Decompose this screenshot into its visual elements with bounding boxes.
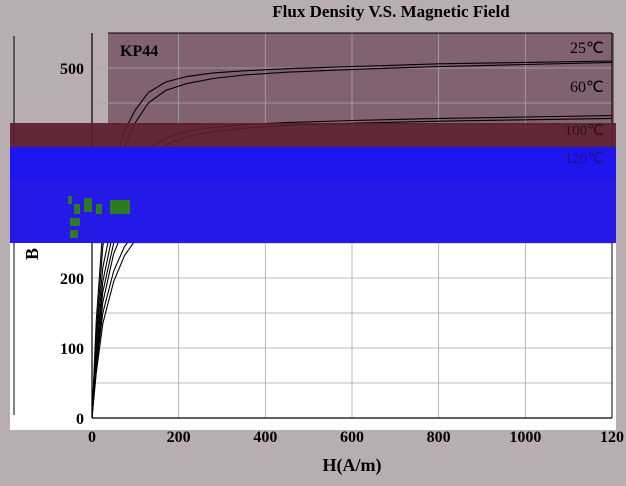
y-tick-label: 100 <box>60 341 84 358</box>
temp-label-120: 120℃ <box>565 151 604 167</box>
x-tick-label: 400 <box>253 429 277 446</box>
temp-label-25: 25℃ <box>570 40 604 57</box>
dark-band <box>10 123 616 147</box>
x-tick-label: 200 <box>167 429 191 446</box>
y-axis-label: B <box>22 248 42 260</box>
x-tick-label: 120 <box>600 429 624 446</box>
temp-label-60: 60℃ <box>570 79 604 96</box>
plot-area-top <box>108 33 614 125</box>
temp-label-100: 100℃ <box>565 123 604 139</box>
y-tick-label: 0 <box>76 411 84 428</box>
chart-title: Flux Density V.S. Magnetic Field <box>272 2 510 21</box>
y-tick-label: 200 <box>60 271 84 288</box>
material-label: KP44 <box>120 43 158 60</box>
x-tick-label: 1000 <box>509 429 541 446</box>
x-axis-label: H(A/m) <box>323 455 382 476</box>
x-tick-label: 800 <box>427 429 451 446</box>
y-tick-label: 500 <box>60 61 84 78</box>
x-tick-label: 600 <box>340 429 364 446</box>
x-tick-label: 0 <box>88 429 96 446</box>
green-artifact <box>68 196 130 238</box>
